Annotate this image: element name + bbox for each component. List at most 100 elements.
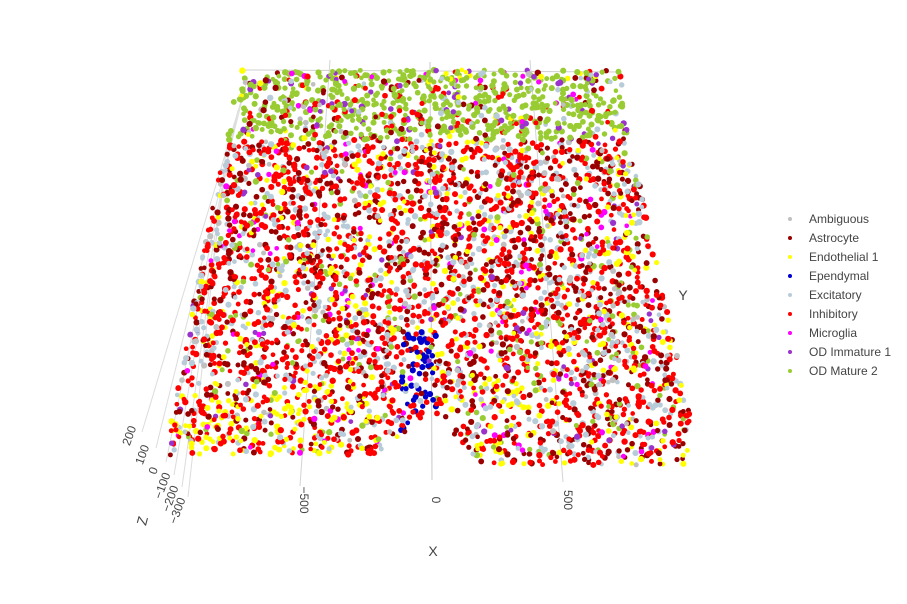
- data-point: [583, 364, 590, 371]
- data-point: [475, 213, 482, 220]
- data-point: [306, 147, 312, 153]
- data-point: [276, 224, 283, 231]
- data-point: [656, 312, 662, 318]
- data-point: [563, 373, 569, 379]
- data-point: [197, 402, 203, 408]
- data-point: [475, 287, 482, 294]
- data-point: [568, 369, 575, 376]
- data-point: [543, 119, 549, 125]
- data-point: [319, 162, 325, 168]
- data-point: [426, 162, 433, 168]
- data-point: [216, 353, 222, 359]
- data-point: [416, 370, 423, 377]
- data-point: [582, 109, 589, 116]
- data-point: [473, 85, 479, 91]
- data-point: [582, 160, 588, 167]
- data-point: [401, 117, 407, 123]
- data-point: [507, 254, 513, 260]
- data-point: [391, 335, 397, 341]
- data-point: [399, 373, 406, 380]
- data-point: [334, 212, 341, 219]
- data-point: [500, 246, 507, 253]
- data-point: [349, 293, 356, 300]
- data-point: [589, 334, 596, 341]
- data-point: [415, 325, 420, 331]
- data-point: [443, 71, 449, 77]
- data-point: [217, 181, 223, 187]
- data-point: [303, 81, 310, 87]
- data-point: [400, 341, 407, 348]
- data-point: [288, 70, 295, 77]
- data-point: [563, 233, 569, 239]
- data-point: [336, 234, 342, 240]
- data-point: [493, 112, 500, 120]
- data-point: [617, 103, 624, 109]
- data-point: [623, 213, 629, 219]
- data-point: [268, 431, 274, 437]
- data-point: [443, 229, 450, 237]
- data-point: [614, 300, 620, 307]
- data-point: [416, 246, 423, 253]
- data-point: [487, 423, 494, 430]
- data-point: [359, 96, 366, 103]
- data-point: [243, 108, 249, 114]
- data-point: [649, 458, 654, 464]
- data-point: [532, 277, 538, 284]
- data-point: [376, 305, 382, 311]
- data-point: [561, 285, 567, 291]
- data-point: [681, 427, 688, 434]
- data-point: [641, 371, 647, 377]
- data-point: [429, 248, 435, 254]
- data-point: [399, 417, 406, 424]
- data-point: [309, 355, 316, 362]
- data-point: [507, 335, 512, 341]
- data-point: [583, 92, 590, 99]
- data-point: [363, 418, 369, 424]
- data-point: [420, 93, 427, 99]
- data-point: [188, 440, 195, 447]
- data-point: [560, 447, 567, 454]
- data-point: [573, 122, 579, 128]
- data-point: [389, 397, 396, 404]
- data-point: [618, 190, 624, 196]
- data-point: [312, 384, 318, 390]
- data-point: [415, 412, 422, 418]
- data-point: [282, 390, 288, 396]
- data-point: [287, 253, 294, 260]
- data-point: [409, 200, 417, 207]
- data-point: [379, 257, 385, 263]
- data-point: [238, 402, 244, 408]
- data-point: [375, 175, 381, 180]
- data-point: [276, 73, 282, 79]
- data-point: [468, 169, 475, 175]
- data-point: [566, 158, 573, 164]
- data-point: [242, 396, 250, 403]
- data-point: [664, 308, 671, 316]
- data-point: [328, 416, 335, 423]
- data-point: [413, 331, 419, 337]
- data-point: [233, 395, 239, 402]
- data-point: [515, 236, 522, 243]
- data-point: [256, 331, 262, 338]
- data-point: [402, 428, 408, 435]
- data-point: [573, 289, 578, 294]
- data-point: [523, 164, 530, 170]
- data-point: [624, 364, 630, 370]
- data-point: [540, 94, 546, 100]
- data-point: [473, 267, 478, 273]
- data-point: [275, 261, 281, 267]
- data-point: [629, 198, 635, 204]
- data-point: [561, 329, 567, 335]
- data-point: [669, 406, 676, 413]
- data-point: [666, 395, 673, 403]
- data-point: [580, 450, 586, 456]
- data-point: [399, 368, 406, 375]
- data-point: [663, 365, 670, 372]
- data-point: [622, 286, 627, 292]
- data-point: [484, 385, 490, 391]
- data-point: [464, 263, 471, 270]
- data-point: [430, 292, 436, 298]
- data-point: [538, 137, 543, 142]
- data-point: [645, 377, 650, 383]
